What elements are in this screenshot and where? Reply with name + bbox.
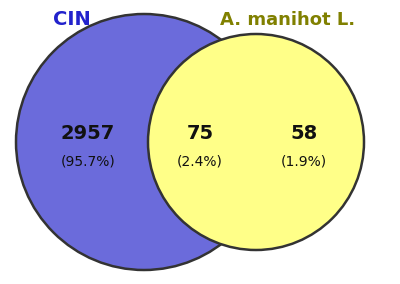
Ellipse shape (16, 14, 272, 270)
Text: (2.4%): (2.4%) (177, 155, 223, 169)
Text: 58: 58 (290, 124, 318, 143)
Text: (1.9%): (1.9%) (281, 155, 327, 169)
Text: A. manihot L.: A. manihot L. (220, 11, 356, 29)
Text: 75: 75 (186, 124, 214, 143)
Text: CIN: CIN (53, 11, 91, 29)
Text: 2957: 2957 (61, 124, 115, 143)
Ellipse shape (148, 34, 364, 250)
Text: (95.7%): (95.7%) (61, 155, 115, 169)
